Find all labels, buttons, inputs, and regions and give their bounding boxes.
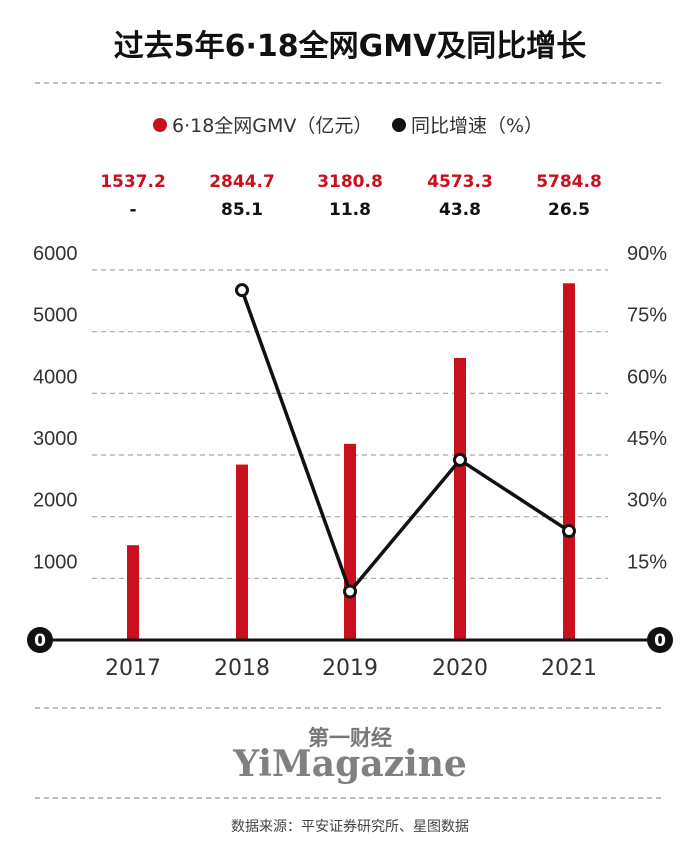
- x-tick-label: 2019: [322, 656, 378, 681]
- bars: [127, 283, 575, 640]
- y-left-tick-label: 5000: [33, 305, 78, 327]
- y-right-tick-label: 90%: [627, 243, 667, 265]
- y-right-tick-label: 75%: [627, 305, 667, 327]
- y-right-tick-label: 15%: [627, 551, 667, 573]
- x-axis: 2017 2018 2019 2020 2021: [105, 656, 597, 681]
- yoy-value-label: 26.5: [548, 200, 590, 220]
- brand-chinese: 第一财经: [308, 726, 392, 750]
- y-axis-left: 1000 2000 3000 4000 5000 6000: [33, 243, 78, 573]
- gmv-value-label: 2844.7: [209, 172, 275, 192]
- gmv-value-label: 4573.3: [427, 172, 493, 192]
- zero-badge-left: [27, 627, 53, 653]
- gmv-bar: [454, 357, 466, 640]
- legend-yoy-label: 同比增速（%）: [411, 115, 543, 137]
- yoy-point: [562, 524, 576, 539]
- y-left-tick-label: 3000: [33, 428, 78, 450]
- yoy-line: [235, 283, 576, 599]
- gmv-bar: [563, 283, 575, 640]
- zero-label: 0: [654, 631, 666, 651]
- y-left-tick-label: 6000: [33, 243, 78, 265]
- y-right-tick-label: 45%: [627, 428, 667, 450]
- yoy-point: [453, 452, 467, 467]
- gmv-value-label: 1537.2: [100, 172, 166, 192]
- yoy-point: [235, 283, 249, 298]
- yoy-value-label: 85.1: [221, 200, 263, 220]
- gmv-bar: [236, 464, 248, 640]
- y-left-tick-label: 4000: [33, 366, 78, 388]
- gmv-bar: [344, 443, 356, 640]
- yoy-value-label: -: [129, 200, 136, 220]
- gmv-value-label: 3180.8: [317, 172, 383, 192]
- gmv-bar: [127, 545, 139, 640]
- y-right-tick-label: 30%: [627, 490, 667, 512]
- chart-title: 过去5年6·18全网GMV及同比增长: [114, 29, 587, 64]
- y-right-tick-label: 60%: [627, 366, 667, 388]
- legend-yoy-marker: [392, 118, 406, 132]
- x-tick-label: 2018: [214, 656, 270, 681]
- legend-gmv-marker: [153, 118, 167, 132]
- zero-label: 0: [34, 631, 46, 651]
- gmv-value-label: 5784.8: [536, 172, 602, 192]
- value-labels: 1537.2 - 2844.7 85.1 3180.8 11.8 4573.3 43.8 578…: [100, 172, 602, 220]
- legend: 6·18全网GMV（亿元） 同比增速（%）: [153, 115, 543, 137]
- yoy-value-label: 43.8: [439, 200, 481, 220]
- y-axis-right: 15% 30% 45% 60% 75% 90%: [627, 243, 667, 573]
- x-tick-label: 2021: [541, 656, 597, 681]
- source-note: 数据来源：平安证券研究所、星图数据: [231, 819, 469, 835]
- x-tick-label: 2017: [105, 656, 161, 681]
- y-left-tick-label: 2000: [33, 490, 78, 512]
- grid-lines: [92, 269, 608, 579]
- y-left-tick-label: 1000: [33, 551, 78, 573]
- brand-english: YiMagazine: [232, 743, 467, 785]
- yoy-point: [343, 584, 357, 599]
- yoy-line-path: [240, 289, 570, 594]
- legend-gmv-label: 6·18全网GMV（亿元）: [172, 115, 372, 137]
- yoy-value-label: 11.8: [329, 200, 371, 220]
- zero-badge-right: [647, 627, 673, 653]
- x-tick-label: 2020: [432, 656, 488, 681]
